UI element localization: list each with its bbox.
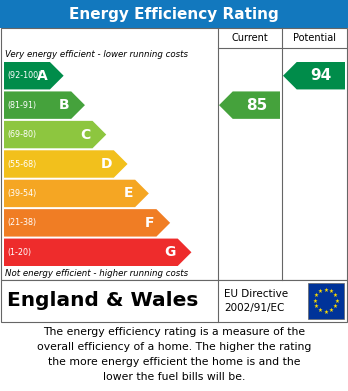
Text: Not energy efficient - higher running costs: Not energy efficient - higher running co… [5, 269, 188, 278]
Text: F: F [145, 216, 155, 230]
Text: ★: ★ [334, 298, 339, 303]
Text: ★: ★ [314, 293, 319, 298]
Text: (21-38): (21-38) [7, 218, 36, 227]
Polygon shape [4, 239, 191, 266]
Polygon shape [4, 121, 106, 148]
Text: ★: ★ [318, 289, 323, 294]
Text: A: A [37, 69, 48, 83]
Text: ★: ★ [313, 298, 317, 303]
Text: ★: ★ [333, 304, 338, 309]
Text: C: C [80, 127, 90, 142]
Text: The energy efficiency rating is a measure of the
overall efficiency of a home. T: The energy efficiency rating is a measur… [37, 327, 311, 382]
Text: (81-91): (81-91) [7, 100, 36, 109]
Text: (92-100): (92-100) [7, 71, 41, 80]
Text: Very energy efficient - lower running costs: Very energy efficient - lower running co… [5, 50, 188, 59]
Polygon shape [4, 209, 170, 237]
Polygon shape [4, 180, 149, 207]
Text: (1-20): (1-20) [7, 248, 31, 257]
Text: E: E [124, 187, 133, 201]
Bar [0, 0, 348, 28]
Text: ★: ★ [333, 293, 338, 298]
Text: (55-68): (55-68) [7, 160, 36, 169]
Text: EU Directive
2002/91/EC: EU Directive 2002/91/EC [224, 289, 288, 312]
Text: England & Wales: England & Wales [7, 292, 198, 310]
Polygon shape [4, 62, 64, 90]
Polygon shape [4, 150, 127, 178]
Text: ★: ★ [324, 287, 329, 292]
Text: ★: ★ [329, 308, 334, 313]
Bar [1, 28, 347, 280]
Text: ★: ★ [324, 310, 329, 314]
Polygon shape [283, 62, 345, 90]
Text: D: D [100, 157, 112, 171]
Text: 94: 94 [310, 68, 332, 83]
Bar [308, 283, 344, 319]
Text: ★: ★ [314, 304, 319, 309]
Text: Energy Efficiency Rating: Energy Efficiency Rating [69, 7, 279, 22]
Text: Potential: Potential [293, 33, 337, 43]
Text: B: B [58, 98, 69, 112]
Text: ★: ★ [318, 308, 323, 313]
Text: Current: Current [232, 33, 268, 43]
Polygon shape [4, 91, 85, 119]
Text: 85: 85 [246, 98, 267, 113]
Bar [1, 280, 347, 322]
Text: ★: ★ [329, 289, 334, 294]
Text: G: G [164, 245, 176, 259]
Polygon shape [219, 91, 280, 119]
Text: (39-54): (39-54) [7, 189, 36, 198]
Text: (69-80): (69-80) [7, 130, 36, 139]
